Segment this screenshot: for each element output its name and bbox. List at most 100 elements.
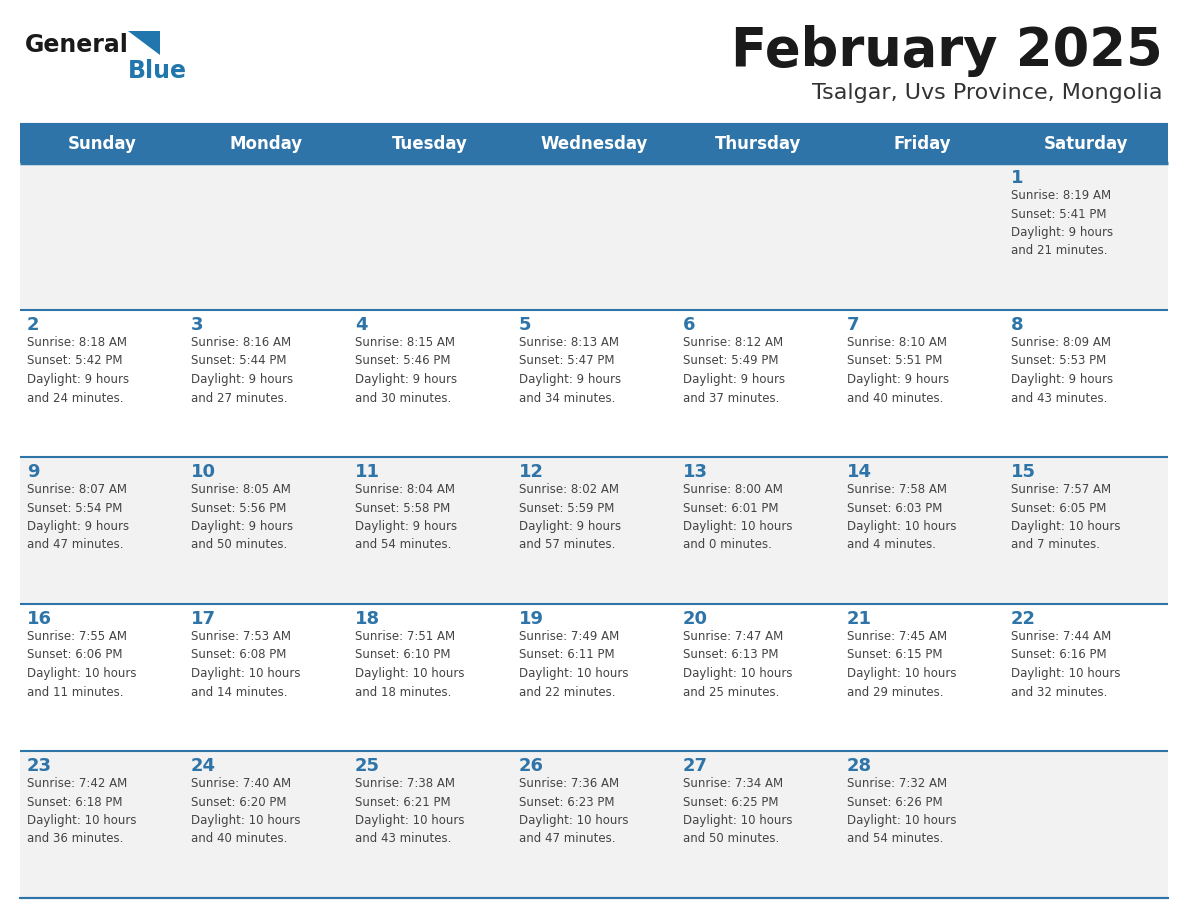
Bar bbox=[512, 457, 676, 604]
Text: February 2025: February 2025 bbox=[732, 25, 1163, 77]
Text: Sunrise: 7:32 AM
Sunset: 6:26 PM
Daylight: 10 hours
and 54 minutes.: Sunrise: 7:32 AM Sunset: 6:26 PM Dayligh… bbox=[847, 777, 956, 845]
Text: Sunrise: 7:53 AM
Sunset: 6:08 PM
Daylight: 10 hours
and 14 minutes.: Sunrise: 7:53 AM Sunset: 6:08 PM Dayligh… bbox=[191, 630, 301, 699]
Text: 9: 9 bbox=[27, 463, 39, 481]
Text: Sunrise: 7:51 AM
Sunset: 6:10 PM
Daylight: 10 hours
and 18 minutes.: Sunrise: 7:51 AM Sunset: 6:10 PM Dayligh… bbox=[355, 630, 465, 699]
Text: 4: 4 bbox=[355, 316, 367, 334]
Bar bbox=[1004, 751, 1168, 898]
Text: Sunrise: 8:04 AM
Sunset: 5:58 PM
Daylight: 9 hours
and 54 minutes.: Sunrise: 8:04 AM Sunset: 5:58 PM Dayligh… bbox=[355, 483, 457, 552]
Bar bbox=[840, 457, 1004, 604]
Text: Monday: Monday bbox=[229, 135, 303, 153]
Text: 26: 26 bbox=[519, 757, 544, 775]
Text: 5: 5 bbox=[519, 316, 531, 334]
Text: Sunrise: 7:42 AM
Sunset: 6:18 PM
Daylight: 10 hours
and 36 minutes.: Sunrise: 7:42 AM Sunset: 6:18 PM Dayligh… bbox=[27, 777, 137, 845]
Text: 24: 24 bbox=[191, 757, 216, 775]
Text: Wednesday: Wednesday bbox=[541, 135, 647, 153]
Bar bbox=[348, 310, 512, 457]
Bar bbox=[840, 163, 1004, 310]
Text: Sunrise: 7:49 AM
Sunset: 6:11 PM
Daylight: 10 hours
and 22 minutes.: Sunrise: 7:49 AM Sunset: 6:11 PM Dayligh… bbox=[519, 630, 628, 699]
Bar bbox=[676, 457, 840, 604]
Bar bbox=[840, 604, 1004, 751]
Text: General: General bbox=[25, 33, 128, 57]
Bar bbox=[20, 751, 184, 898]
Text: Sunrise: 8:07 AM
Sunset: 5:54 PM
Daylight: 9 hours
and 47 minutes.: Sunrise: 8:07 AM Sunset: 5:54 PM Dayligh… bbox=[27, 483, 129, 552]
Bar bbox=[512, 163, 676, 310]
Bar bbox=[676, 163, 840, 310]
Text: 3: 3 bbox=[191, 316, 203, 334]
Text: Sunrise: 7:47 AM
Sunset: 6:13 PM
Daylight: 10 hours
and 25 minutes.: Sunrise: 7:47 AM Sunset: 6:13 PM Dayligh… bbox=[683, 630, 792, 699]
Text: 19: 19 bbox=[519, 610, 544, 628]
Text: Sunday: Sunday bbox=[68, 135, 137, 153]
Text: Sunrise: 7:34 AM
Sunset: 6:25 PM
Daylight: 10 hours
and 50 minutes.: Sunrise: 7:34 AM Sunset: 6:25 PM Dayligh… bbox=[683, 777, 792, 845]
Text: 20: 20 bbox=[683, 610, 708, 628]
Text: Blue: Blue bbox=[128, 59, 187, 83]
Bar bbox=[348, 751, 512, 898]
Bar bbox=[184, 751, 348, 898]
Text: 6: 6 bbox=[683, 316, 695, 334]
Bar bbox=[20, 125, 1168, 163]
Text: Sunrise: 8:10 AM
Sunset: 5:51 PM
Daylight: 9 hours
and 40 minutes.: Sunrise: 8:10 AM Sunset: 5:51 PM Dayligh… bbox=[847, 336, 949, 405]
Text: 27: 27 bbox=[683, 757, 708, 775]
Text: 28: 28 bbox=[847, 757, 872, 775]
Bar bbox=[512, 604, 676, 751]
Text: Tuesday: Tuesday bbox=[392, 135, 468, 153]
Text: 23: 23 bbox=[27, 757, 52, 775]
Text: Sunrise: 8:00 AM
Sunset: 6:01 PM
Daylight: 10 hours
and 0 minutes.: Sunrise: 8:00 AM Sunset: 6:01 PM Dayligh… bbox=[683, 483, 792, 552]
Bar bbox=[840, 751, 1004, 898]
Bar bbox=[20, 457, 184, 604]
Text: Sunrise: 7:44 AM
Sunset: 6:16 PM
Daylight: 10 hours
and 32 minutes.: Sunrise: 7:44 AM Sunset: 6:16 PM Dayligh… bbox=[1011, 630, 1120, 699]
Text: Sunrise: 7:58 AM
Sunset: 6:03 PM
Daylight: 10 hours
and 4 minutes.: Sunrise: 7:58 AM Sunset: 6:03 PM Dayligh… bbox=[847, 483, 956, 552]
Text: 2: 2 bbox=[27, 316, 39, 334]
Bar bbox=[676, 604, 840, 751]
Text: 8: 8 bbox=[1011, 316, 1024, 334]
Text: Sunrise: 7:40 AM
Sunset: 6:20 PM
Daylight: 10 hours
and 40 minutes.: Sunrise: 7:40 AM Sunset: 6:20 PM Dayligh… bbox=[191, 777, 301, 845]
Text: Tsalgar, Uvs Province, Mongolia: Tsalgar, Uvs Province, Mongolia bbox=[813, 83, 1163, 103]
Text: Sunrise: 7:45 AM
Sunset: 6:15 PM
Daylight: 10 hours
and 29 minutes.: Sunrise: 7:45 AM Sunset: 6:15 PM Dayligh… bbox=[847, 630, 956, 699]
Text: 17: 17 bbox=[191, 610, 216, 628]
Text: 14: 14 bbox=[847, 463, 872, 481]
Bar bbox=[184, 163, 348, 310]
Text: Sunrise: 8:15 AM
Sunset: 5:46 PM
Daylight: 9 hours
and 30 minutes.: Sunrise: 8:15 AM Sunset: 5:46 PM Dayligh… bbox=[355, 336, 457, 405]
Bar bbox=[1004, 604, 1168, 751]
Text: 18: 18 bbox=[355, 610, 380, 628]
Text: 21: 21 bbox=[847, 610, 872, 628]
Text: Sunrise: 8:02 AM
Sunset: 5:59 PM
Daylight: 9 hours
and 57 minutes.: Sunrise: 8:02 AM Sunset: 5:59 PM Dayligh… bbox=[519, 483, 621, 552]
Bar bbox=[184, 604, 348, 751]
Text: Sunrise: 8:12 AM
Sunset: 5:49 PM
Daylight: 9 hours
and 37 minutes.: Sunrise: 8:12 AM Sunset: 5:49 PM Dayligh… bbox=[683, 336, 785, 405]
Bar bbox=[348, 604, 512, 751]
Text: 7: 7 bbox=[847, 316, 859, 334]
Text: 16: 16 bbox=[27, 610, 52, 628]
Bar bbox=[676, 310, 840, 457]
Text: Sunrise: 8:18 AM
Sunset: 5:42 PM
Daylight: 9 hours
and 24 minutes.: Sunrise: 8:18 AM Sunset: 5:42 PM Dayligh… bbox=[27, 336, 129, 405]
Bar bbox=[1004, 457, 1168, 604]
Text: 13: 13 bbox=[683, 463, 708, 481]
Text: 12: 12 bbox=[519, 463, 544, 481]
Bar bbox=[1004, 310, 1168, 457]
Text: 22: 22 bbox=[1011, 610, 1036, 628]
Text: Sunrise: 7:55 AM
Sunset: 6:06 PM
Daylight: 10 hours
and 11 minutes.: Sunrise: 7:55 AM Sunset: 6:06 PM Dayligh… bbox=[27, 630, 137, 699]
Text: Sunrise: 8:05 AM
Sunset: 5:56 PM
Daylight: 9 hours
and 50 minutes.: Sunrise: 8:05 AM Sunset: 5:56 PM Dayligh… bbox=[191, 483, 293, 552]
Text: 25: 25 bbox=[355, 757, 380, 775]
Text: 10: 10 bbox=[191, 463, 216, 481]
Text: Sunrise: 8:13 AM
Sunset: 5:47 PM
Daylight: 9 hours
and 34 minutes.: Sunrise: 8:13 AM Sunset: 5:47 PM Dayligh… bbox=[519, 336, 621, 405]
Text: 11: 11 bbox=[355, 463, 380, 481]
Text: Sunrise: 8:19 AM
Sunset: 5:41 PM
Daylight: 9 hours
and 21 minutes.: Sunrise: 8:19 AM Sunset: 5:41 PM Dayligh… bbox=[1011, 189, 1113, 258]
Bar bbox=[20, 163, 184, 310]
Bar bbox=[348, 163, 512, 310]
Text: Sunrise: 7:57 AM
Sunset: 6:05 PM
Daylight: 10 hours
and 7 minutes.: Sunrise: 7:57 AM Sunset: 6:05 PM Dayligh… bbox=[1011, 483, 1120, 552]
Text: Saturday: Saturday bbox=[1044, 135, 1129, 153]
Bar bbox=[184, 310, 348, 457]
Text: 15: 15 bbox=[1011, 463, 1036, 481]
Bar bbox=[20, 604, 184, 751]
Bar bbox=[20, 310, 184, 457]
Bar bbox=[512, 310, 676, 457]
Bar bbox=[1004, 163, 1168, 310]
Text: Friday: Friday bbox=[893, 135, 950, 153]
Polygon shape bbox=[128, 31, 160, 55]
Text: Sunrise: 7:36 AM
Sunset: 6:23 PM
Daylight: 10 hours
and 47 minutes.: Sunrise: 7:36 AM Sunset: 6:23 PM Dayligh… bbox=[519, 777, 628, 845]
Text: Sunrise: 7:38 AM
Sunset: 6:21 PM
Daylight: 10 hours
and 43 minutes.: Sunrise: 7:38 AM Sunset: 6:21 PM Dayligh… bbox=[355, 777, 465, 845]
Text: Sunrise: 8:16 AM
Sunset: 5:44 PM
Daylight: 9 hours
and 27 minutes.: Sunrise: 8:16 AM Sunset: 5:44 PM Dayligh… bbox=[191, 336, 293, 405]
Bar bbox=[676, 751, 840, 898]
Text: Thursday: Thursday bbox=[715, 135, 801, 153]
Bar bbox=[184, 457, 348, 604]
Text: Sunrise: 8:09 AM
Sunset: 5:53 PM
Daylight: 9 hours
and 43 minutes.: Sunrise: 8:09 AM Sunset: 5:53 PM Dayligh… bbox=[1011, 336, 1113, 405]
